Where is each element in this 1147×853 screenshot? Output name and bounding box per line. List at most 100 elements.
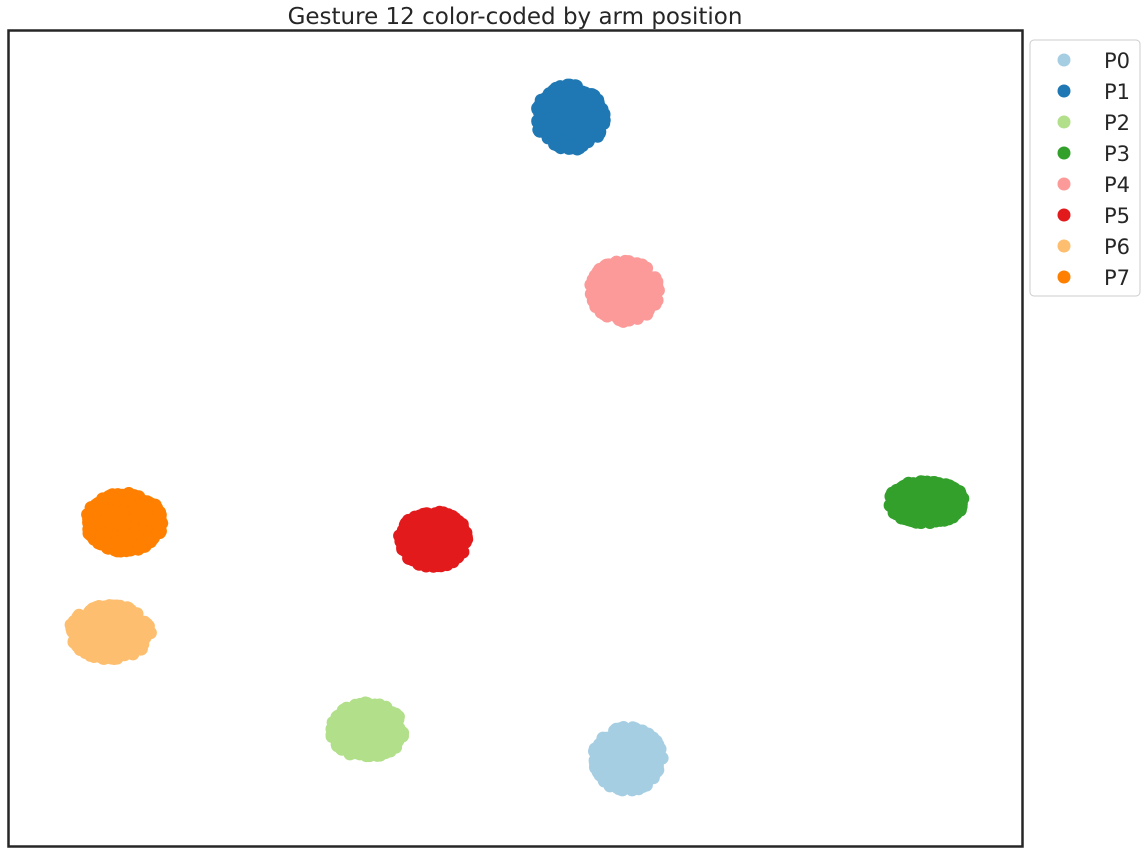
legend-label: P5: [1104, 204, 1130, 228]
legend-label: P6: [1104, 235, 1130, 259]
data-point: [153, 506, 167, 519]
data-point: [340, 726, 354, 740]
data-point: [133, 641, 147, 655]
data-point: [153, 517, 167, 531]
legend-label: P0: [1104, 49, 1130, 73]
data-point: [612, 724, 626, 738]
data-point: [441, 550, 454, 564]
data-point: [86, 647, 100, 661]
series-P7: [81, 487, 169, 558]
data-point: [131, 621, 145, 635]
data-point: [85, 506, 99, 520]
data-point: [613, 309, 627, 323]
data-point: [638, 740, 652, 754]
data-point: [417, 507, 431, 521]
series-P4: [584, 254, 665, 328]
series-P1: [531, 78, 611, 156]
data-point: [380, 727, 394, 741]
data-point: [547, 128, 561, 142]
data-point: [636, 262, 650, 276]
data-point: [952, 485, 966, 499]
series-P5: [393, 505, 474, 573]
data-point: [587, 275, 601, 288]
series-P2: [325, 696, 410, 763]
data-point: [891, 485, 905, 499]
data-point: [352, 698, 366, 712]
data-point: [459, 530, 473, 544]
data-point: [115, 505, 129, 519]
data-point: [99, 642, 113, 656]
data-point: [402, 545, 416, 559]
data-point: [117, 527, 131, 541]
legend-marker: [1057, 270, 1071, 284]
plot-frame: [7, 29, 1024, 848]
data-point: [927, 490, 941, 504]
legend-marker: [1057, 53, 1071, 67]
data-point: [922, 514, 935, 528]
legend-box: [1029, 39, 1141, 297]
legend-marker: [1057, 239, 1071, 253]
data-point: [70, 613, 83, 627]
data-point: [331, 709, 345, 723]
data-point: [356, 745, 370, 759]
legend-marker: [1057, 115, 1071, 129]
data-point: [557, 121, 571, 135]
data-point: [909, 515, 923, 529]
data-point: [443, 511, 457, 525]
legend-marker: [1057, 177, 1071, 191]
data-point: [582, 92, 596, 106]
data-point: [128, 502, 142, 516]
data-point: [624, 302, 638, 316]
data-point: [561, 78, 575, 92]
data-point: [432, 514, 446, 528]
data-point: [642, 279, 656, 293]
data-point: [418, 531, 432, 545]
data-point: [641, 769, 655, 783]
series-P0: [588, 721, 669, 797]
legend-marker: [1057, 84, 1071, 98]
legend-label: P3: [1104, 142, 1130, 166]
data-point: [536, 119, 550, 133]
data-point: [617, 742, 631, 756]
data-point: [119, 620, 133, 634]
data-point: [585, 119, 599, 133]
data-point: [612, 782, 626, 796]
legend-marker: [1057, 146, 1071, 160]
legend-label: P4: [1104, 173, 1130, 197]
data-point: [615, 758, 629, 772]
legend-label: P2: [1104, 111, 1130, 135]
data-point: [96, 492, 110, 506]
legend-label: P7: [1104, 266, 1130, 290]
data-point: [97, 607, 111, 621]
data-point: [87, 602, 101, 615]
data-point: [604, 733, 618, 747]
data-point: [598, 765, 612, 779]
data-point: [343, 741, 357, 755]
data-point: [607, 298, 621, 312]
data-point: [596, 299, 610, 313]
data-point: [362, 724, 376, 738]
data-point: [386, 709, 400, 723]
data-point: [430, 544, 443, 558]
chart-title: Gesture 12 color-coded by arm position: [288, 4, 743, 30]
data-point: [107, 650, 121, 664]
data-point: [935, 502, 949, 516]
data-point: [601, 265, 615, 279]
data-point: [600, 745, 613, 759]
data-point: [141, 531, 155, 545]
series-P6: [64, 599, 157, 665]
data-point: [124, 608, 138, 622]
data-point: [627, 273, 641, 287]
data-point: [408, 521, 422, 535]
data-point: [431, 557, 445, 571]
data-point: [641, 753, 655, 767]
data-point: [100, 622, 114, 636]
data-point: [938, 484, 952, 498]
data-point: [637, 291, 651, 304]
data-point: [123, 636, 137, 649]
data-point: [107, 613, 121, 627]
data-point: [354, 715, 368, 729]
scatter-points: [64, 78, 970, 797]
data-point: [886, 495, 900, 509]
